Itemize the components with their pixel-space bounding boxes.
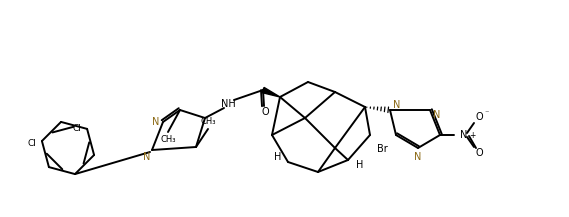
Text: N: N bbox=[393, 100, 401, 110]
Text: NH: NH bbox=[221, 99, 236, 109]
Text: Cl: Cl bbox=[73, 124, 81, 133]
Text: H: H bbox=[356, 160, 364, 170]
Text: O: O bbox=[261, 107, 269, 117]
Text: CH₃: CH₃ bbox=[200, 117, 216, 125]
Text: N: N bbox=[460, 130, 468, 140]
Text: Br: Br bbox=[377, 144, 387, 154]
Text: H: H bbox=[274, 152, 282, 162]
Text: O: O bbox=[475, 148, 483, 158]
Text: Cl: Cl bbox=[27, 138, 36, 148]
Text: N: N bbox=[434, 110, 440, 120]
Text: O: O bbox=[475, 112, 483, 122]
Text: ⁻: ⁻ bbox=[485, 108, 489, 117]
Text: CH₃: CH₃ bbox=[160, 135, 176, 145]
Text: N: N bbox=[152, 117, 160, 127]
Polygon shape bbox=[262, 87, 280, 97]
Text: N: N bbox=[143, 152, 151, 162]
Text: N: N bbox=[414, 152, 422, 162]
Text: +: + bbox=[469, 130, 475, 140]
